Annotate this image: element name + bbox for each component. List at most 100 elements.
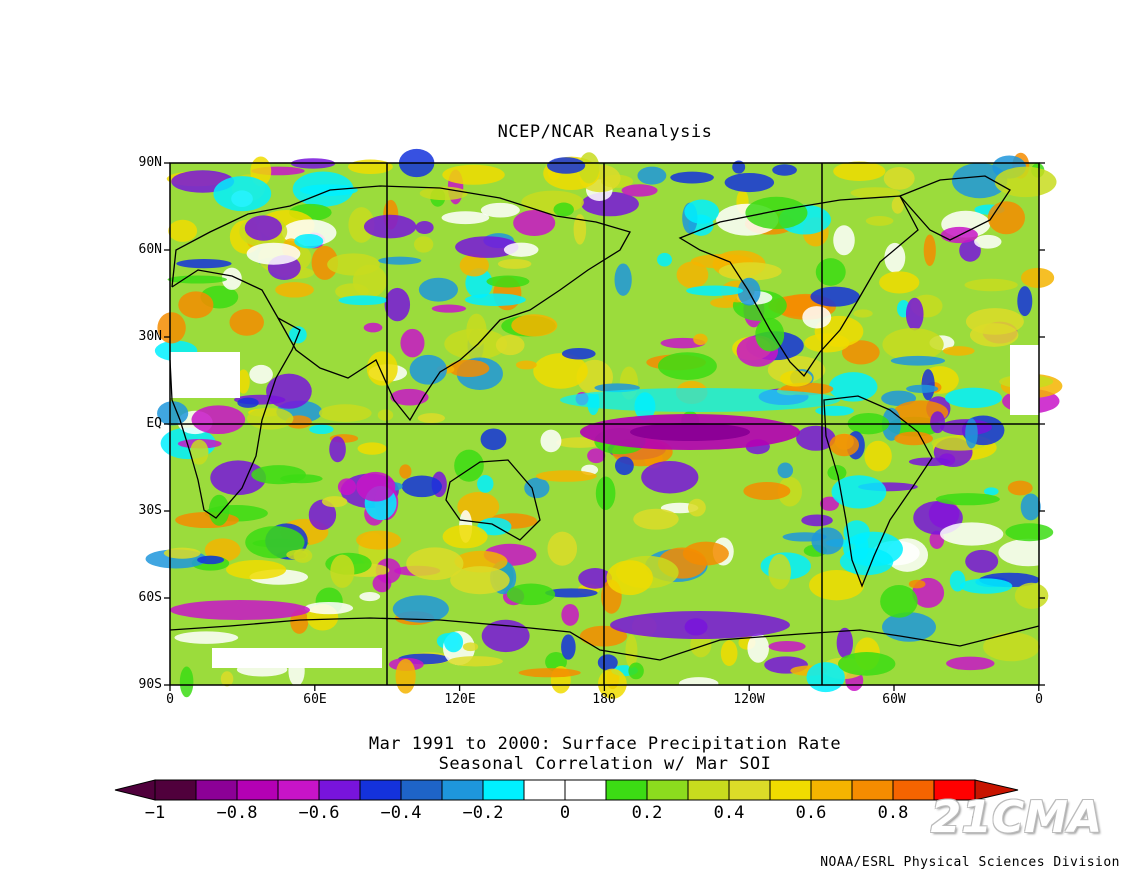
lat-tick-label: 60N xyxy=(138,242,162,257)
field-patch xyxy=(621,184,658,197)
colorbar-swatch xyxy=(646,779,689,801)
field-patch xyxy=(561,603,579,626)
field-patch xyxy=(399,464,412,479)
field-patch xyxy=(294,233,324,249)
field-patch xyxy=(884,242,906,273)
colorbar-swatch xyxy=(318,779,361,801)
field-patch xyxy=(974,234,1002,249)
field-patch xyxy=(157,401,189,426)
field-patch xyxy=(630,423,750,441)
field-patch xyxy=(684,199,720,224)
field-patch xyxy=(693,333,708,346)
field-patch xyxy=(809,570,864,601)
field-patch xyxy=(378,256,422,265)
coastline-africa xyxy=(169,269,301,519)
field-patch xyxy=(395,658,416,694)
field-patch xyxy=(213,176,272,212)
field-patch xyxy=(573,214,587,245)
colorbar-swatch xyxy=(195,779,238,801)
field-patch xyxy=(837,652,896,676)
field-patch xyxy=(366,351,398,386)
field-patch xyxy=(304,601,354,615)
colorbar-swatch xyxy=(728,779,771,801)
field-patch xyxy=(747,633,770,663)
field-patch xyxy=(338,295,388,306)
field-patch xyxy=(906,384,939,393)
field-patch xyxy=(533,353,588,389)
field-patch xyxy=(578,152,600,184)
field-patch xyxy=(495,334,525,356)
colorbar-swatch xyxy=(400,779,443,801)
field-patch xyxy=(891,196,904,214)
field-patch xyxy=(959,239,981,262)
field-patch xyxy=(417,413,445,423)
field-patch xyxy=(245,526,305,559)
field-patch xyxy=(400,328,425,358)
field-patch xyxy=(745,196,808,230)
field-patch xyxy=(356,530,402,550)
axis-ticks xyxy=(164,162,1045,691)
lat-tick-label: EQ xyxy=(146,416,162,431)
field-patch xyxy=(628,662,644,680)
colorbar-swatch xyxy=(359,779,402,801)
grid-lines xyxy=(170,163,1039,685)
field-patch xyxy=(755,317,785,352)
field-patch xyxy=(768,554,791,590)
field-patch xyxy=(547,157,586,174)
coastline-north-america xyxy=(678,195,919,378)
colorbar-tick-label: 0 xyxy=(559,803,571,823)
field-patch xyxy=(409,354,447,385)
field-patch xyxy=(854,534,869,560)
field-patch xyxy=(179,666,194,698)
field-patch xyxy=(560,388,840,412)
field-patch xyxy=(191,405,246,435)
colorbar-swatch xyxy=(687,779,730,801)
colorbar-tick-label: −0.6 xyxy=(298,803,340,823)
field-patch xyxy=(606,560,653,596)
field-patch xyxy=(610,611,790,639)
field-patch xyxy=(819,496,840,511)
field-patch xyxy=(524,477,550,499)
field-patch xyxy=(853,309,873,318)
field-patch xyxy=(246,407,294,430)
field-patch xyxy=(486,275,530,288)
field-patch xyxy=(964,278,1018,292)
lat-tick-label: 60S xyxy=(138,590,162,605)
lon-tick-label: 180 xyxy=(592,692,616,707)
field-patch xyxy=(372,574,392,593)
field-patch xyxy=(535,470,597,482)
colorbar-tick-label: 0.6 xyxy=(795,803,827,823)
field-patch xyxy=(540,429,562,453)
field-patch xyxy=(682,541,729,566)
field-patch xyxy=(244,215,283,241)
field-patch xyxy=(190,439,209,465)
field-patch xyxy=(965,549,999,573)
field-patch xyxy=(894,431,934,446)
field-patch xyxy=(226,560,287,580)
coastline-greenland xyxy=(898,175,1011,241)
field-patch xyxy=(633,508,679,530)
field-patch xyxy=(944,387,1002,409)
coastline-south-america xyxy=(823,395,933,588)
field-patch xyxy=(815,258,846,286)
field-patch xyxy=(545,588,598,598)
coastline-europe-asia xyxy=(171,185,631,422)
field-patch xyxy=(229,308,264,336)
field-patch xyxy=(998,538,1059,567)
credit-line: NOAA/ESRL Physical Sciences Division xyxy=(820,855,1120,870)
field-patch xyxy=(864,440,892,472)
field-patch xyxy=(518,668,581,678)
colorbar-swatch xyxy=(810,779,853,801)
field-patch xyxy=(329,436,346,463)
field-patch xyxy=(251,465,306,485)
field-patch xyxy=(780,370,813,387)
caption-variable: Mar 1991 to 2000: Surface Precipitation … xyxy=(368,734,842,754)
field-patch xyxy=(833,225,855,256)
field-patch xyxy=(221,267,242,290)
field-patch xyxy=(923,234,936,267)
field-patch xyxy=(686,285,744,296)
field-patch xyxy=(212,648,382,668)
field-patch xyxy=(657,352,717,380)
field-patch xyxy=(442,524,488,549)
field-patch xyxy=(356,471,396,502)
